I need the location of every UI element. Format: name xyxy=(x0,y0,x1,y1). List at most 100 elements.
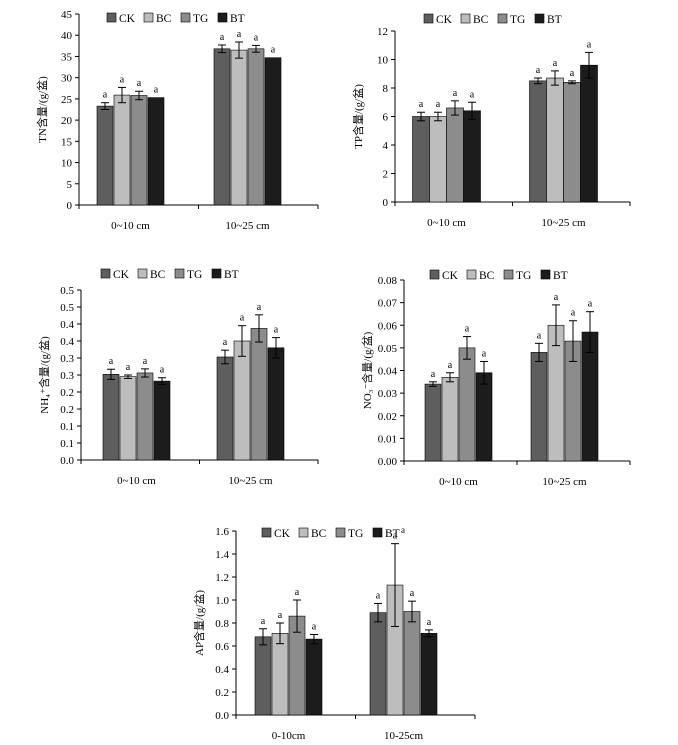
legend-swatch-ck xyxy=(429,269,440,280)
chart-2: 0 2 4 6 8 10 12 TP含量/(g/盆) a a a a 0~10 cm a a a a 10~25 … xyxy=(351,13,631,229)
bar-tg xyxy=(247,48,265,206)
legend-swatch-ck xyxy=(100,268,111,279)
y-axis-label: TN含量/(g/盆) xyxy=(35,76,49,143)
bar-tg xyxy=(250,328,268,461)
y-tick-label: 0.5 xyxy=(60,285,74,297)
bar-bt xyxy=(264,57,282,206)
y-tick-label: 0.4 xyxy=(60,336,74,348)
significance-label: a xyxy=(120,74,125,85)
y-tick-label: 25 xyxy=(61,94,73,106)
significance-label: a xyxy=(482,348,487,359)
bar-bt xyxy=(147,97,165,206)
chart-4: 0.00 0.01 0.02 0.03 0.04 0.05 0.06 0.07 0.08 NO₃⁻… xyxy=(360,269,631,488)
legend-label-ck: CK xyxy=(113,269,130,281)
significance-label: a xyxy=(588,299,593,310)
legend-label-tg: TG xyxy=(348,528,363,540)
legend-swatch-bt xyxy=(217,12,228,23)
y-tick-label: 0.03 xyxy=(378,388,398,400)
significance-label: a xyxy=(220,32,225,43)
x-category-label: 0~10 cm xyxy=(111,220,150,232)
legend-swatch-tg xyxy=(497,13,508,24)
significance-label: a xyxy=(536,65,541,76)
x-category-label: 10~25 cm xyxy=(542,476,587,488)
legend-swatch-bc xyxy=(143,12,154,23)
y-tick-label: 0.04 xyxy=(378,366,398,378)
y-tick-label: 15 xyxy=(61,136,73,148)
y-axis-label: NO₃⁻含量/(g/盆) xyxy=(360,331,374,409)
bar-bc xyxy=(271,633,289,716)
y-tick-label: 10 xyxy=(377,55,389,67)
y-axis-label: NH₄⁺含量/(g/盆) xyxy=(37,336,51,414)
bar-bc xyxy=(441,376,459,462)
bar-ck xyxy=(216,356,234,461)
significance-label: a xyxy=(553,58,558,69)
significance-label: a xyxy=(393,531,398,542)
y-tick-label: 0.2 xyxy=(215,687,229,699)
legend-swatch-tg xyxy=(180,12,191,23)
significance-label: a xyxy=(587,39,592,50)
y-tick-label: 0.5 xyxy=(60,302,74,314)
legend-swatch-bc xyxy=(298,527,309,538)
significance-label: a xyxy=(240,313,245,324)
y-tick-label: 0.1 xyxy=(60,421,74,433)
legend-label-tg: TG xyxy=(193,13,208,25)
y-tick-label: 1.0 xyxy=(215,595,229,607)
bar-bt xyxy=(580,64,598,203)
y-tick-label: 0.3 xyxy=(60,370,74,382)
significance-label: a xyxy=(237,29,242,40)
y-axis-label: TP含量/(g/盆) xyxy=(351,84,365,149)
y-tick-label: 0.3 xyxy=(60,353,74,365)
y-tick-label: 0.8 xyxy=(215,618,229,630)
y-tick-label: 0.08 xyxy=(378,275,398,287)
significance-label: a xyxy=(154,85,159,96)
bar-ck xyxy=(412,116,430,203)
significance-label: a xyxy=(295,587,300,598)
legend-swatch-bc xyxy=(460,13,471,24)
y-tick-label: 0 xyxy=(383,197,389,209)
legend-label-bt: BT xyxy=(230,13,245,25)
significance-label: a xyxy=(223,337,228,348)
legend-label-bt: BT xyxy=(547,14,562,26)
legend-swatch-bc xyxy=(466,269,477,280)
significance-label: a xyxy=(554,292,559,303)
bar-bt xyxy=(153,380,171,461)
significance-label: a xyxy=(431,369,436,380)
bar-ck xyxy=(254,636,272,716)
bar-tg xyxy=(136,372,154,461)
legend-swatch-tg xyxy=(335,527,346,538)
legend-label-tg: TG xyxy=(510,14,525,26)
legend-swatch-tg xyxy=(503,269,514,280)
y-tick-label: 0.02 xyxy=(378,411,397,423)
y-tick-label: 20 xyxy=(61,115,73,127)
y-tick-label: 0.4 xyxy=(215,664,229,676)
bar-bt xyxy=(420,633,438,716)
y-tick-label: 0.01 xyxy=(378,433,397,445)
bar-ck xyxy=(530,352,548,462)
bar-bt xyxy=(267,347,285,461)
y-tick-label: 1.2 xyxy=(215,572,229,584)
y-tick-label: 0.05 xyxy=(378,343,398,355)
y-tick-label: 0.4 xyxy=(60,319,74,331)
bar-bt xyxy=(475,372,493,462)
legend-swatch-bt xyxy=(372,527,383,538)
x-category-label: 10~25 cm xyxy=(541,217,586,229)
significance-label: a xyxy=(470,89,475,100)
legend-label-bc: BC xyxy=(156,13,172,25)
significance-label: a xyxy=(537,330,542,341)
significance-label: a xyxy=(570,68,575,79)
x-category-label: 0-10cm xyxy=(272,730,306,742)
bar-tg xyxy=(458,347,476,462)
legend-suffix: a xyxy=(401,525,405,535)
significance-label: a xyxy=(419,99,424,110)
x-category-label: 0~10 cm xyxy=(427,217,466,229)
significance-label: a xyxy=(571,308,576,319)
significance-label: a xyxy=(109,356,114,367)
significance-label: a xyxy=(261,616,266,627)
legend-label-bc: BC xyxy=(150,269,166,281)
significance-label: a xyxy=(278,610,283,621)
significance-label: a xyxy=(453,88,458,99)
bar-bc xyxy=(230,49,248,206)
x-category-label: 10~25 cm xyxy=(225,220,270,232)
